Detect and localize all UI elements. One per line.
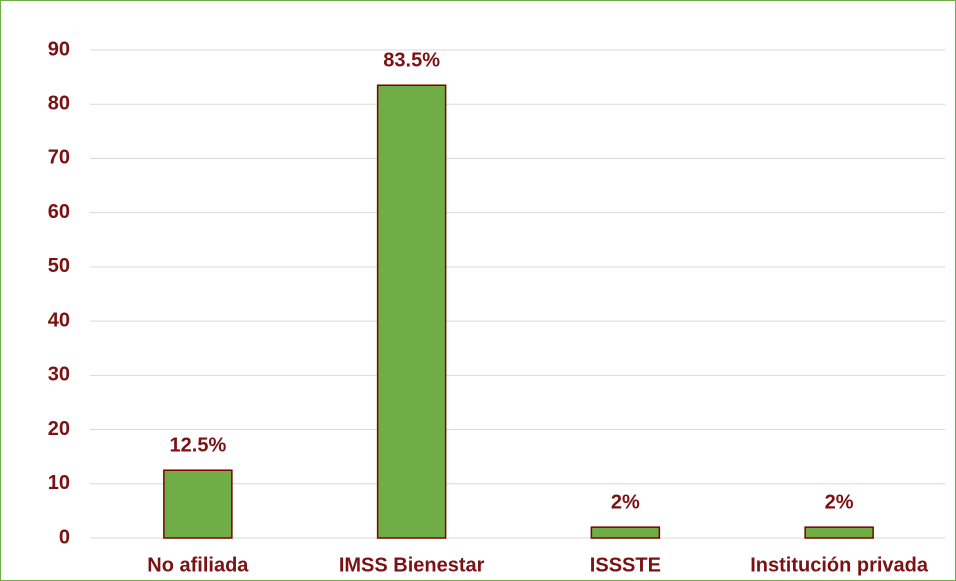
y-tick-label: 20 (48, 418, 70, 440)
y-tick-label: 60 (48, 201, 70, 223)
y-tick-label: 0 (59, 526, 70, 548)
data-label: 83.5% (383, 50, 440, 72)
y-tick-label: 10 (48, 472, 70, 494)
y-tick-label: 40 (48, 309, 70, 331)
x-tick-label: No afiliada (147, 554, 249, 576)
y-tick-label: 70 (48, 147, 70, 169)
bar (376, 84, 447, 539)
bar (804, 526, 874, 539)
data-label: 12.5% (170, 435, 227, 457)
data-label: 2% (611, 491, 640, 513)
y-tick-label: 90 (48, 38, 70, 60)
x-tick-label: ISSSTE (590, 554, 661, 576)
bar (163, 469, 233, 539)
y-tick-label: 50 (48, 255, 70, 277)
x-tick-label: Institución privada (750, 554, 929, 576)
x-tick-label: IMSS Bienestar (339, 554, 485, 576)
bar (590, 526, 661, 539)
y-tick-label: 80 (48, 93, 70, 115)
y-tick-label: 30 (48, 364, 70, 386)
data-label: 2% (825, 491, 854, 513)
